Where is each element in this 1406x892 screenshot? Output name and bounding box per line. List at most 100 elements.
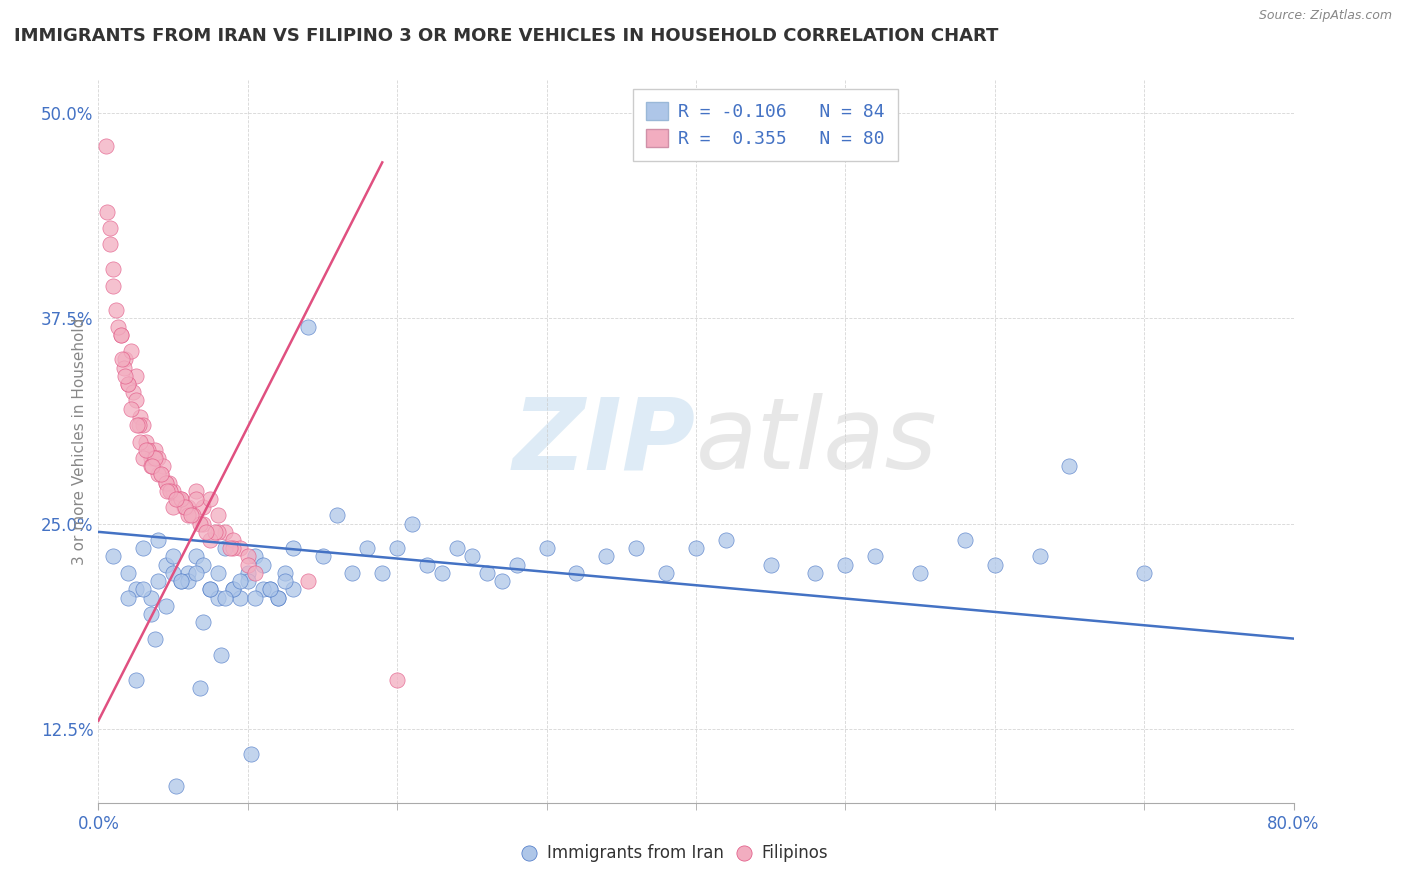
- Point: [222, 533, 245, 547]
- Point: [117, 377, 139, 392]
- Point: [311, 549, 333, 564]
- Point: [222, 582, 245, 597]
- Point: [143, 632, 166, 646]
- Point: [626, 541, 648, 556]
- Point: [121, 385, 143, 400]
- Point: [184, 483, 207, 498]
- Point: [120, 344, 142, 359]
- Point: [155, 475, 177, 490]
- Point: [139, 450, 162, 465]
- Point: [107, 319, 129, 334]
- Point: [143, 450, 166, 465]
- Point: [430, 566, 453, 580]
- Point: [165, 780, 187, 794]
- Point: [117, 377, 139, 392]
- Point: [984, 558, 1007, 572]
- Point: [96, 204, 118, 219]
- Point: [207, 591, 229, 605]
- Point: [207, 566, 229, 580]
- Point: [141, 459, 163, 474]
- Point: [166, 491, 188, 506]
- Legend: R = -0.106   N = 84, R =  0.355   N = 80: R = -0.106 N = 84, R = 0.355 N = 80: [633, 89, 897, 161]
- Point: [110, 327, 132, 342]
- Point: [139, 591, 162, 605]
- Point: [191, 615, 214, 630]
- Text: Filipinos: Filipinos: [762, 845, 828, 863]
- Point: [135, 434, 157, 449]
- Point: [229, 591, 252, 605]
- Point: [177, 500, 200, 515]
- Point: [281, 541, 304, 556]
- Point: [142, 450, 165, 465]
- Point: [103, 278, 125, 293]
- Point: [150, 467, 173, 482]
- Point: [129, 409, 152, 424]
- Point: [155, 475, 177, 490]
- Point: [139, 607, 162, 621]
- Point: [125, 673, 148, 687]
- Point: [239, 747, 262, 761]
- Point: [162, 549, 184, 564]
- Point: [173, 500, 195, 515]
- Point: [125, 393, 148, 408]
- Point: [245, 591, 267, 605]
- Point: [342, 566, 364, 580]
- Point: [188, 516, 211, 531]
- Point: [174, 500, 197, 515]
- Point: [207, 524, 229, 539]
- Point: [132, 582, 155, 597]
- Point: [655, 566, 678, 580]
- Point: [128, 418, 150, 433]
- Point: [865, 549, 887, 564]
- Point: [565, 566, 588, 580]
- Point: [222, 582, 245, 597]
- Point: [214, 591, 236, 605]
- Point: [229, 574, 252, 588]
- Point: [181, 508, 204, 523]
- Point: [117, 566, 139, 580]
- Point: [148, 574, 170, 588]
- Point: [401, 516, 423, 531]
- Point: [157, 475, 180, 490]
- Text: atlas: atlas: [696, 393, 938, 490]
- Point: [200, 582, 222, 597]
- Point: [98, 237, 122, 252]
- Point: [297, 319, 319, 334]
- Point: [162, 566, 184, 580]
- Point: [274, 566, 297, 580]
- Point: [252, 558, 274, 572]
- Point: [267, 591, 290, 605]
- Point: [136, 442, 159, 457]
- Point: [204, 524, 226, 539]
- Point: [267, 591, 290, 605]
- Point: [188, 681, 211, 695]
- Point: [281, 582, 304, 597]
- Point: [162, 500, 184, 515]
- Point: [191, 558, 214, 572]
- Point: [195, 524, 218, 539]
- Point: [169, 574, 191, 588]
- Point: [371, 566, 394, 580]
- Point: [259, 582, 281, 597]
- Point: [148, 450, 170, 465]
- Point: [209, 648, 232, 662]
- Point: [111, 352, 134, 367]
- Point: [135, 442, 157, 457]
- Point: [685, 541, 707, 556]
- Point: [834, 558, 856, 572]
- Point: [120, 401, 142, 416]
- Point: [129, 434, 152, 449]
- Point: [155, 558, 177, 572]
- Point: [117, 591, 139, 605]
- Point: [155, 599, 177, 613]
- Point: [908, 566, 931, 580]
- Point: [252, 582, 274, 597]
- Point: [236, 574, 259, 588]
- Point: [184, 549, 207, 564]
- Point: [219, 541, 242, 556]
- Point: [222, 541, 245, 556]
- Point: [169, 574, 191, 588]
- Point: [446, 541, 468, 556]
- Point: [200, 491, 222, 506]
- Point: [114, 368, 136, 383]
